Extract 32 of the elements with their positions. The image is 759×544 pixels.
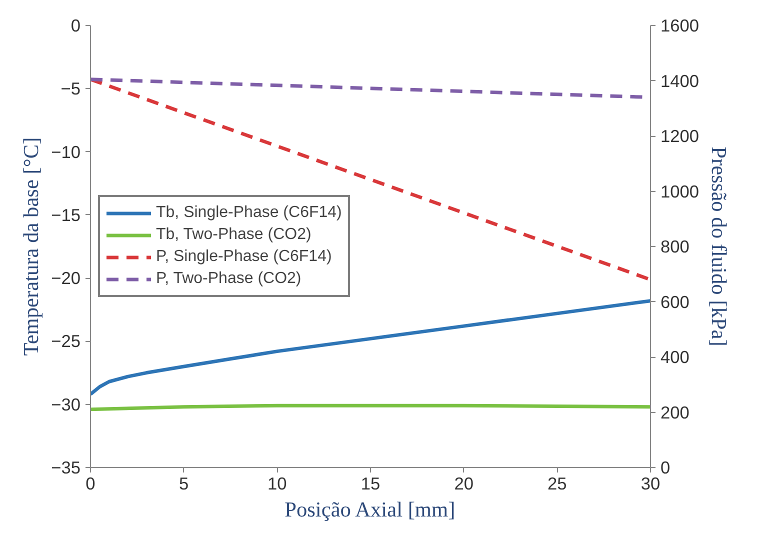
y2-tick-label: 0 bbox=[660, 458, 670, 478]
y-tick-label: −20 bbox=[51, 268, 81, 288]
x-tick-label: 10 bbox=[268, 474, 287, 494]
y2-tick-label: 1400 bbox=[660, 70, 700, 91]
y-tick-label: −5 bbox=[60, 78, 81, 99]
y-axis-title: Temperatura da base [°C] bbox=[19, 137, 44, 356]
y2-axis-title: Pressão do fluido [kPa] bbox=[707, 146, 732, 346]
legend-label: Tb, Single-Phase (C6F14) bbox=[156, 204, 342, 222]
y-tick-label: −25 bbox=[51, 331, 81, 352]
y-tick-label: −15 bbox=[51, 204, 81, 225]
x-axis-title: Posição Axial [mm] bbox=[284, 498, 456, 522]
x-tick-label: 25 bbox=[548, 474, 567, 494]
line-series bbox=[90, 299, 650, 396]
y-tick-label: −10 bbox=[51, 142, 81, 162]
y2-tick-label: 600 bbox=[660, 292, 690, 312]
y-tick-label: −35 bbox=[51, 458, 81, 478]
y-tick-label: 0 bbox=[70, 16, 81, 36]
legend-label: P, Two-Phase (CO2) bbox=[156, 270, 302, 288]
x-tick-label: 30 bbox=[640, 474, 660, 494]
y2-tick-label: 200 bbox=[660, 402, 690, 422]
legend-label: P, Single-Phase (C6F14) bbox=[156, 248, 332, 266]
legend-label: Tb, Two-Phase (CO2) bbox=[156, 226, 312, 244]
y2-tick-label: 1200 bbox=[660, 126, 700, 146]
x-tick-label: 5 bbox=[179, 474, 189, 494]
x-tick-label: 20 bbox=[454, 474, 474, 494]
y2-tick-label: 1000 bbox=[660, 181, 700, 202]
y2-tick-label: 1600 bbox=[660, 16, 700, 36]
y2-tick-label: 800 bbox=[660, 236, 690, 256]
x-tick-label: 15 bbox=[360, 474, 380, 494]
y2-tick-label: 400 bbox=[660, 347, 690, 367]
x-tick-label: 0 bbox=[86, 474, 96, 494]
y-tick-label: −30 bbox=[51, 394, 81, 414]
